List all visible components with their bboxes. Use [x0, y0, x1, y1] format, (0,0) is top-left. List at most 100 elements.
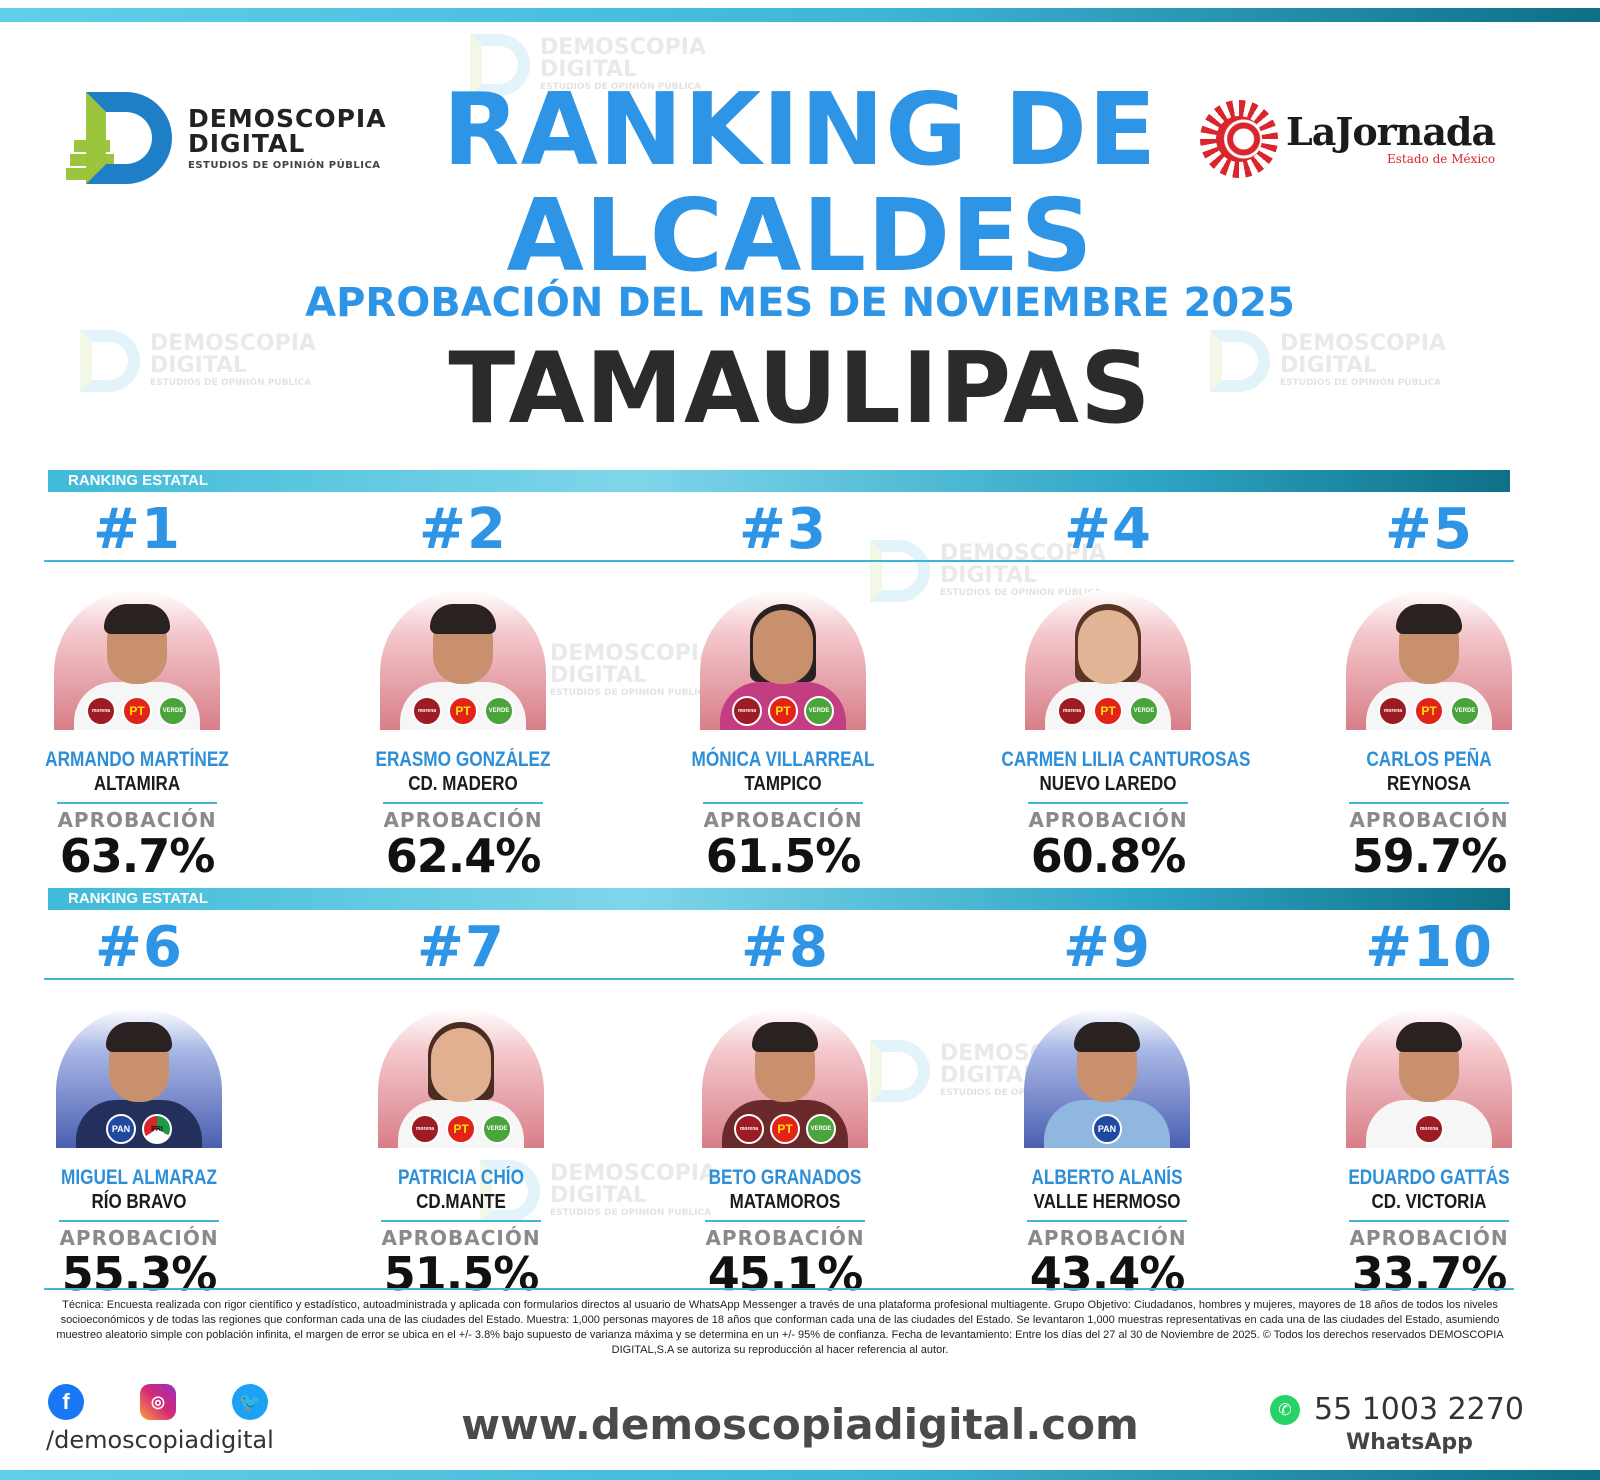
candidate-photo: morena PT VERDE	[378, 1008, 544, 1148]
brand-tagline: ESTUDIOS DE OPINIÓN PÚBLICA	[188, 159, 381, 171]
card-divider	[703, 802, 863, 804]
approval-label: APROBACIÓN	[383, 808, 543, 832]
candidate-card: #7 morena PT VERDE PATRICIA CHÍO CD.MANTE …	[346, 918, 576, 1298]
pt-party-icon: PT	[1093, 696, 1123, 726]
pt-party-icon: PT	[448, 696, 478, 726]
sun-icon	[1200, 100, 1278, 178]
approval-value: 62.4%	[385, 829, 542, 883]
methodology-note: Técnica: Encuesta realizada con rigor ci…	[56, 1299, 1504, 1356]
card-divider	[1349, 802, 1509, 804]
candidate-photo: morena PT VERDE	[1025, 590, 1191, 730]
candidate-photo: morena PT VERDE	[700, 590, 866, 730]
approval-label: APROBACIÓN	[59, 1226, 219, 1250]
bottom-accent-bar	[0, 1470, 1600, 1480]
card-divider	[57, 802, 217, 804]
facebook-icon[interactable]: f	[48, 1384, 84, 1420]
approval-value: 60.8%	[1030, 829, 1187, 883]
whatsapp-label: WhatsApp	[1346, 1430, 1473, 1455]
candidate-name: CARLOS PEÑA	[1366, 748, 1492, 771]
title-line2: ALCALDES	[506, 177, 1094, 294]
candidate-photo: morena PT VERDE	[54, 590, 220, 730]
rank-number: #9	[1063, 915, 1151, 980]
approval-label: APROBACIÓN	[381, 1226, 541, 1250]
verde-party-icon: VERDE	[804, 696, 834, 726]
card-divider	[1349, 1220, 1509, 1222]
demoscopia-logo: DEMOSCOPIA DIGITAL ESTUDIOS DE OPINIÓN P…	[64, 92, 387, 184]
approval-label: APROBACIÓN	[705, 1226, 865, 1250]
pri-party-icon: PRI	[142, 1114, 172, 1144]
card-divider	[381, 1220, 541, 1222]
candidate-city: ALTAMIRA	[93, 773, 181, 795]
social-links: f ◎ 🐦	[48, 1384, 268, 1420]
verde-party-icon: VERDE	[482, 1114, 512, 1144]
title-line1: RANKING DE	[442, 71, 1158, 188]
candidate-card: #5 morena PT VERDE CARLOS PEÑA REYNOSA APR…	[1314, 500, 1544, 880]
candidate-name: CARMEN LILIA CANTUROSAS	[1001, 748, 1251, 771]
approval-value: 51.5%	[383, 1247, 540, 1301]
candidate-name: PATRICIA CHÍO	[398, 1166, 524, 1189]
rank-divider	[44, 560, 1514, 562]
approval-value: 63.7%	[59, 829, 216, 883]
candidate-photo: morena	[1346, 1008, 1512, 1148]
card-divider	[383, 802, 543, 804]
verde-party-icon: VERDE	[484, 696, 514, 726]
candidate-photo: morena PT VERDE	[380, 590, 546, 730]
candidate-city: CD.MANTE	[416, 1191, 506, 1213]
website-link[interactable]: www.demoscopiadigital.com	[461, 1400, 1139, 1449]
rank-divider	[44, 978, 1514, 980]
instagram-icon[interactable]: ◎	[140, 1384, 176, 1420]
rank-number: #10	[1365, 915, 1493, 980]
card-divider	[1027, 1220, 1187, 1222]
jornada-sub: Estado de México	[1386, 152, 1496, 166]
section-header: RANKING ESTATAL	[48, 888, 1510, 910]
candidate-city: VALLE HERMOSO	[1033, 1191, 1181, 1213]
candidate-photo: PAN	[1024, 1008, 1190, 1148]
candidate-card: #4 morena PT VERDE CARMEN LILIA CANTUROSAS…	[978, 497, 1251, 883]
pt-party-icon: PT	[770, 1114, 800, 1144]
approval-label: APROBACIÓN	[1349, 808, 1509, 832]
candidate-photo: morena PT VERDE	[1346, 590, 1512, 730]
section-header: RANKING ESTATAL	[48, 470, 1510, 492]
demoscopia-d-icon	[64, 92, 174, 184]
candidate-name: ERASMO GONZÁLEZ	[375, 748, 551, 771]
social-handle[interactable]: /demoscopiadigital	[46, 1426, 274, 1454]
rank-number: #8	[741, 915, 829, 980]
rank-number: #5	[1385, 497, 1473, 562]
whatsapp-number: 55 1003 2270	[1314, 1392, 1524, 1427]
morena-party-icon: morena	[410, 1114, 440, 1144]
subtitle: APROBACIÓN DEL MES DE NOVIEMBRE 2025	[305, 280, 1295, 326]
candidate-card: #10 morena EDUARDO GATTÁS CD. VICTORIA A…	[1314, 918, 1544, 1298]
morena-party-icon: morena	[1057, 696, 1087, 726]
card-divider	[59, 1220, 219, 1222]
morena-party-icon: morena	[734, 1114, 764, 1144]
candidate-name: MÓNICA VILLARREAL	[691, 748, 875, 771]
morena-party-icon: morena	[1414, 1114, 1444, 1144]
candidate-name: ALBERTO ALANÍS	[1031, 1166, 1183, 1189]
pt-party-icon: PT	[446, 1114, 476, 1144]
approval-label: APROBACIÓN	[57, 808, 217, 832]
candidate-card: #6 PAN PRI MIGUEL ALMARAZ RÍO BRAVO APROB…	[24, 918, 254, 1298]
jornada-name: LaJornada	[1286, 109, 1496, 154]
rank-number: #7	[417, 915, 505, 980]
verde-party-icon: VERDE	[1450, 696, 1480, 726]
candidate-photo: PAN PRI	[56, 1008, 222, 1148]
approval-value: 61.5%	[705, 829, 862, 883]
card-divider	[705, 1220, 865, 1222]
pt-party-icon: PT	[122, 696, 152, 726]
approval-value: 33.7%	[1351, 1247, 1508, 1301]
jornada-logo: LaJornada Estado de México	[1200, 100, 1496, 178]
candidate-city: REYNOSA	[1386, 773, 1472, 795]
twitter-icon[interactable]: 🐦	[232, 1384, 268, 1420]
approval-label: APROBACIÓN	[1349, 1226, 1509, 1250]
candidate-city: TAMPICO	[744, 773, 822, 795]
candidate-card: #2 morena PT VERDE ERASMO GONZÁLEZ CD. MAD…	[348, 500, 578, 883]
pan-party-icon: PAN	[106, 1114, 136, 1144]
rank-number: #4	[1064, 497, 1152, 562]
top-accent-bar	[0, 8, 1600, 22]
approval-value: 45.1%	[707, 1247, 864, 1301]
candidate-card: #8 morena PT VERDE BETO GRANADOS MATAMOROS…	[670, 918, 900, 1298]
candidate-card: #9 PAN ALBERTO ALANÍS VALLE HERMOSO APRO…	[992, 918, 1222, 1298]
whatsapp-icon: ✆	[1270, 1394, 1300, 1425]
morena-party-icon: morena	[1378, 696, 1408, 726]
whatsapp-contact[interactable]: ✆ 55 1003 2270	[1270, 1392, 1524, 1427]
